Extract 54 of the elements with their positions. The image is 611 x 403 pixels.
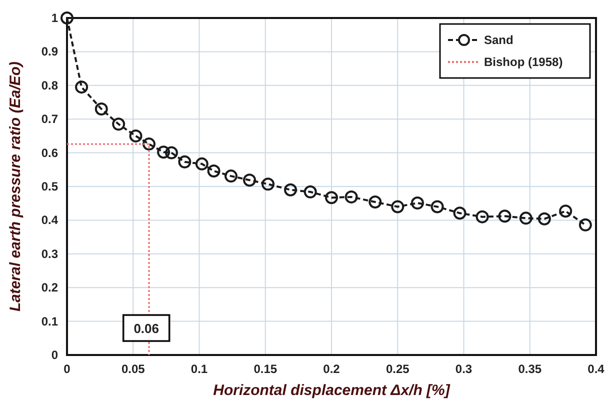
point — [129, 129, 142, 142]
x-tick-label: 0.4 — [588, 362, 605, 376]
point — [94, 102, 108, 116]
point — [243, 174, 256, 187]
point — [112, 118, 126, 131]
y-tick-label: 0.6 — [41, 146, 58, 160]
x-axis-title: Horizontal displacement Δx/h [%] — [213, 382, 451, 399]
y-tick-label: 1 — [51, 11, 58, 25]
point — [430, 200, 444, 214]
y-tick-label: 0.2 — [41, 280, 58, 295]
y-tick-label: 0.8 — [41, 78, 58, 92]
legend-label: Bishop (1958) — [484, 55, 563, 69]
x-tick-label: 0.2 — [323, 362, 340, 376]
point — [262, 178, 275, 191]
y-axis-title: Lateral earth pressure ratio (Ea/Eo) — [7, 61, 24, 312]
point — [157, 146, 170, 159]
point — [498, 210, 512, 223]
x-tick-label: 0.35 — [518, 362, 542, 376]
y-tick-label: 0.9 — [41, 44, 58, 59]
point — [142, 138, 156, 151]
point — [75, 80, 88, 94]
point — [207, 164, 220, 178]
point — [325, 191, 338, 204]
y-tick-label: 0.4 — [41, 213, 58, 228]
point — [476, 210, 489, 224]
point — [164, 146, 178, 160]
x-tick-label: 0.25 — [386, 362, 410, 376]
point — [224, 170, 238, 183]
point — [519, 212, 532, 225]
x-tick-label: 0.1 — [190, 362, 208, 376]
point — [391, 200, 404, 214]
y-tick-label: 0 — [51, 348, 58, 362]
point — [368, 196, 382, 208]
point — [304, 185, 317, 198]
x-tick-label: 0.05 — [121, 362, 146, 376]
point — [60, 12, 74, 24]
y-tick-label: 0.1 — [41, 314, 58, 328]
x-tick-label: 0 — [64, 362, 71, 376]
point — [410, 196, 424, 210]
point — [538, 212, 551, 226]
point — [453, 206, 466, 220]
point — [284, 183, 298, 196]
legend-label: Sand — [484, 33, 514, 47]
point — [578, 218, 592, 232]
x-tick-label: 0.3 — [455, 362, 472, 376]
point — [178, 155, 192, 168]
point — [195, 157, 208, 170]
y-tick-label: 0.7 — [41, 112, 58, 126]
y-tick-label: 0.5 — [41, 180, 58, 194]
point — [344, 190, 358, 204]
y-tick-label: 0.3 — [41, 246, 58, 261]
point — [559, 204, 572, 218]
x-tick-label: 0.15 — [254, 362, 278, 376]
annotation: 0.06 — [134, 321, 160, 336]
